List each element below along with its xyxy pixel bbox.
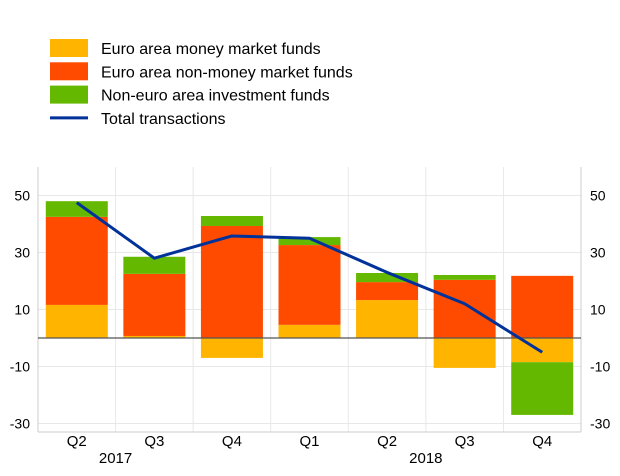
x-tick-label: Q4: [532, 433, 552, 450]
y-tick-label-left: -30: [10, 415, 30, 431]
y-tick-label-right: -10: [590, 358, 610, 374]
bar-segment: [45, 304, 108, 338]
bar-segment: [356, 282, 419, 301]
bar-segment: [278, 245, 341, 325]
bar-segment: [511, 337, 574, 363]
bar-segment: [433, 274, 496, 280]
bar-segment: [200, 216, 263, 226]
y-tick-label-right: 50: [590, 187, 606, 203]
legend-label: Non-euro area investment funds: [101, 88, 330, 105]
legend-swatch: [50, 62, 88, 81]
x-tick-label: Q2: [377, 433, 397, 450]
x-tick-label: Q1: [299, 433, 319, 450]
bar-segment: [200, 337, 263, 358]
legend-swatch: [50, 39, 88, 57]
bar-segment: [433, 337, 496, 368]
x-tick-label: Q3: [455, 433, 475, 450]
legend-label: Euro area money market funds: [101, 41, 321, 58]
y-tick-label-left: 50: [14, 187, 30, 203]
x-tick-label: Q3: [144, 433, 164, 450]
y-tick-label-left: 10: [14, 301, 30, 317]
y-tick-label-right: 10: [590, 301, 606, 317]
y-tick-label-left: -10: [10, 358, 30, 374]
y-tick-label-left: 30: [14, 244, 30, 260]
bar-segment: [200, 225, 263, 338]
legend-label: Total transactions: [101, 111, 226, 128]
legend-label: Euro area non-money market funds: [101, 64, 353, 81]
x-tick-label: Q4: [222, 433, 242, 450]
x-tick-label: Q2: [67, 433, 87, 450]
bar-segment: [123, 273, 186, 336]
legend-swatch: [50, 85, 88, 104]
bar-segment: [278, 324, 341, 338]
bar-segment: [356, 273, 419, 283]
bar-segment: [511, 275, 574, 338]
bar-segment: [356, 300, 419, 338]
bar-segment: [278, 237, 341, 246]
bar-segment: [433, 279, 496, 338]
bar-segment: [123, 335, 186, 338]
year-label: 2018: [409, 450, 442, 467]
y-tick-label-right: 30: [590, 244, 606, 260]
bar-segment: [45, 216, 108, 305]
bar-segment: [123, 256, 186, 274]
y-tick-label-right: -30: [590, 415, 610, 431]
year-label: 2017: [99, 450, 132, 467]
bar-segment: [511, 362, 574, 415]
